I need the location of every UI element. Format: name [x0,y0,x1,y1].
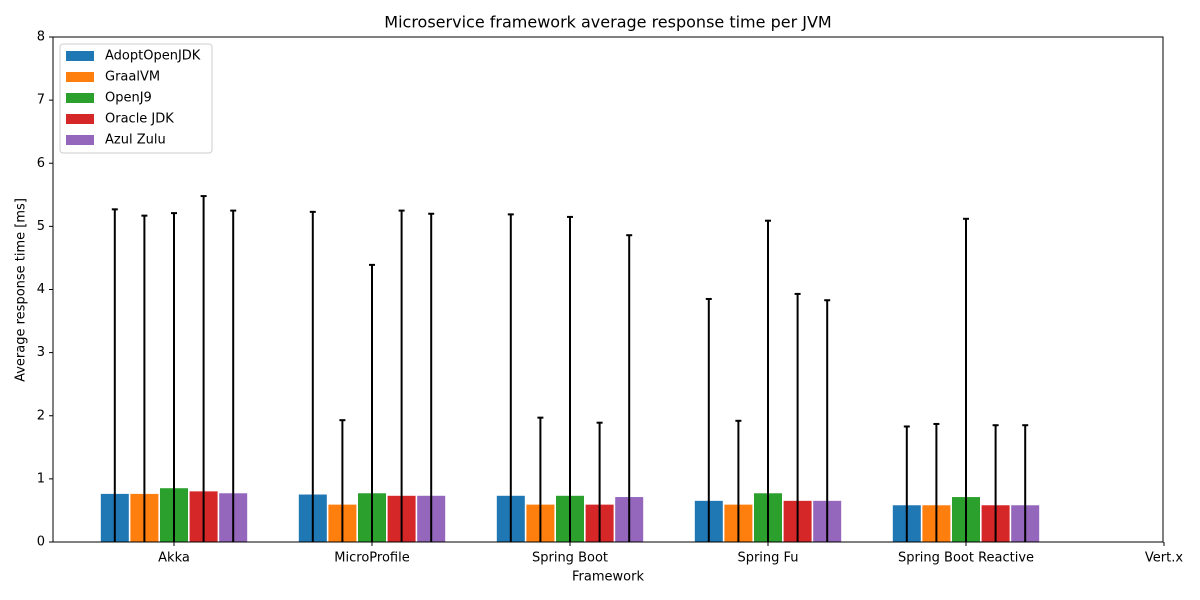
error-bar [933,422,940,542]
error-bar [369,263,375,542]
error-bar [794,292,801,542]
legend-label: Oracle JDK [105,112,174,127]
error-bar [992,424,999,542]
plot-frame [52,36,1164,543]
error-bar [963,217,969,542]
chart-title: Microservice framework average response … [384,13,831,32]
y-tick-label: 0 [37,535,45,550]
x-tick-label: Spring Boot [532,551,608,566]
error-bar [507,213,514,542]
error-bar [537,416,544,542]
legend-swatch [66,114,94,124]
x-tick-label: Spring Boot Reactive [898,551,1034,566]
legend-swatch [66,93,94,103]
legend-swatch [66,51,94,61]
y-tick-label: 8 [37,30,45,45]
error-bar [903,425,910,542]
x-tick-label: Vert.x [1145,551,1183,566]
x-tick-label: Akka [158,551,190,566]
x-axis-label: Framework [572,570,644,585]
y-tick-label: 2 [37,408,45,423]
legend-label: OpenJ9 [105,91,152,106]
error-bar [111,208,118,542]
legend-label: AdoptOpenJDK [105,49,201,64]
legend-box [59,43,213,154]
error-bar [735,419,742,542]
error-bar [141,214,148,542]
y-tick-label: 6 [37,156,45,171]
error-bar [626,234,633,542]
error-bar [230,209,237,542]
legend-swatch [66,135,94,145]
error-bar [705,297,712,542]
y-tick-label: 7 [37,93,45,108]
y-tick-label: 1 [37,471,45,486]
legend-swatch [66,72,94,82]
error-bar [309,210,316,542]
error-bar [596,421,603,542]
legend-label: GraalVM [105,70,160,85]
error-bar [765,219,771,542]
x-tick-label: Spring Fu [737,551,798,566]
error-bar [200,195,207,542]
legend-label: Azul Zulu [105,133,166,148]
error-bar [171,212,177,542]
x-tick-label: MicroProfile [334,551,409,566]
error-bar [339,419,346,542]
error-bar [1022,424,1029,542]
y-tick-label: 5 [37,219,45,234]
y-tick-label: 4 [37,282,45,297]
y-axis-label: Average response time [ms] [14,198,29,382]
error-bar [398,209,405,542]
error-bar [567,215,573,542]
error-bar [824,299,831,542]
y-tick-label: 3 [37,345,45,360]
error-bar [428,212,435,542]
